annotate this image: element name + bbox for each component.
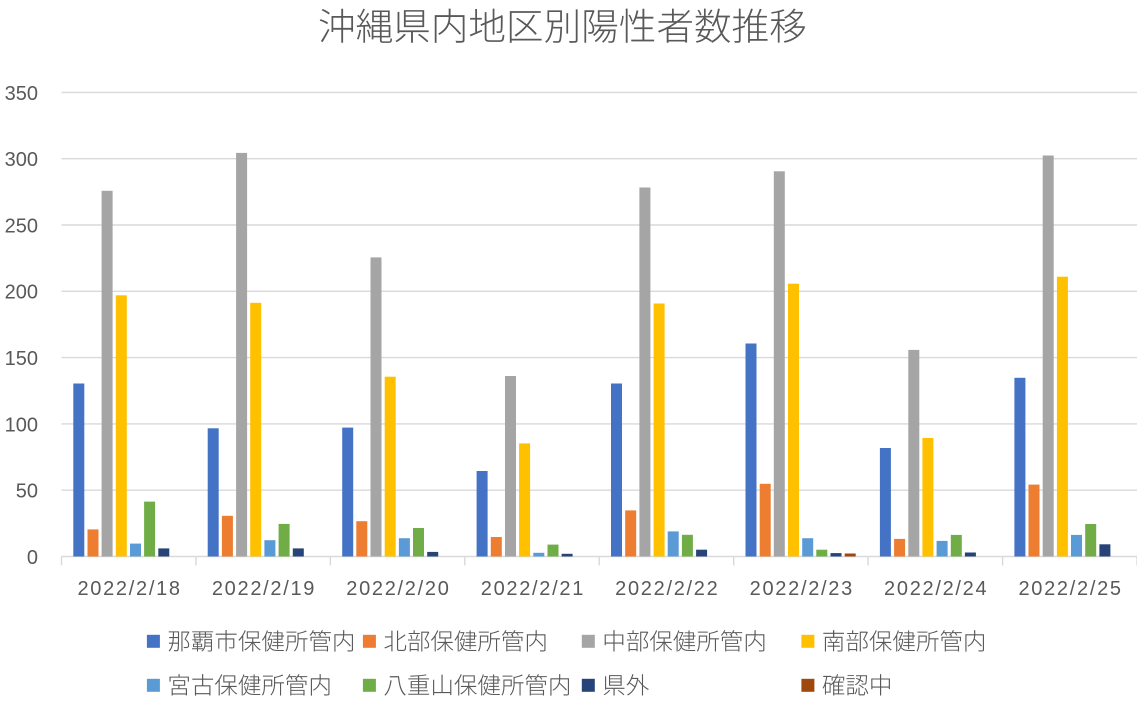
svg-text:350: 350	[5, 83, 38, 105]
svg-text:2022/2/25: 2022/2/25	[1018, 578, 1122, 600]
svg-text:200: 200	[5, 282, 38, 304]
svg-text:100: 100	[5, 414, 38, 436]
svg-text:2022/2/18: 2022/2/18	[77, 578, 181, 600]
svg-text:2022/2/19: 2022/2/19	[212, 578, 316, 600]
svg-text:2022/2/23: 2022/2/23	[750, 578, 854, 600]
svg-text:2022/2/20: 2022/2/20	[346, 578, 450, 600]
svg-text:2022/2/21: 2022/2/21	[481, 578, 585, 600]
svg-text:250: 250	[5, 215, 38, 237]
svg-text:0: 0	[27, 547, 38, 569]
svg-text:150: 150	[5, 348, 38, 370]
svg-text:50: 50	[16, 481, 38, 503]
svg-text:300: 300	[5, 149, 38, 171]
svg-text:2022/2/22: 2022/2/22	[615, 578, 719, 600]
svg-text:2022/2/24: 2022/2/24	[884, 578, 988, 600]
